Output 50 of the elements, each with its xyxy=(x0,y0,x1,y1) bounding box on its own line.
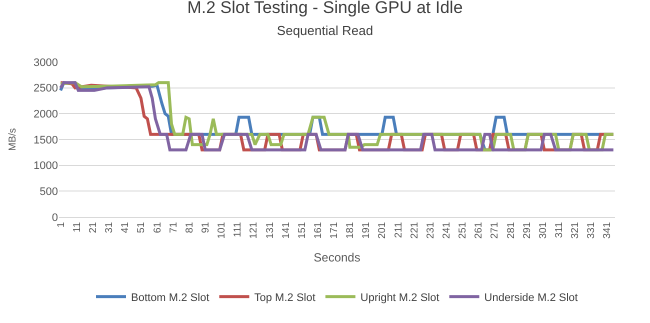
x-tick-label: 201 xyxy=(377,222,388,239)
x-tick-label: 311 xyxy=(554,222,566,238)
x-tick-label: 261 xyxy=(474,222,485,239)
y-tick-label: 2500 xyxy=(34,82,58,95)
legend-label: Bottom M.2 Slot xyxy=(131,292,210,304)
x-tick-label: 181 xyxy=(345,222,356,239)
x-tick-label: 1 xyxy=(56,222,67,228)
x-tick-label: 231 xyxy=(425,222,436,239)
x-tick-label: 161 xyxy=(312,222,324,239)
x-tick-label: 171 xyxy=(329,222,340,239)
x-tick-label: 41 xyxy=(120,222,132,234)
y-tick-label: 1500 xyxy=(34,134,58,146)
x-tick-label: 71 xyxy=(168,222,180,234)
x-tick-label: 191 xyxy=(361,222,372,239)
y-tick-label: 500 xyxy=(40,186,58,198)
x-tick-label: 131 xyxy=(264,222,276,239)
x-tick-label: 91 xyxy=(200,222,212,234)
x-tick-label: 211 xyxy=(393,222,404,238)
chart-subtitle: Sequential Read xyxy=(276,23,374,38)
x-tick-label: 81 xyxy=(184,222,196,234)
x-tick-label: 251 xyxy=(458,222,469,239)
x-tick-label: 51 xyxy=(136,222,148,234)
x-tick-label: 331 xyxy=(586,222,598,239)
x-tick-label: 111 xyxy=(232,222,244,238)
x-tick-label: 121 xyxy=(248,222,260,239)
legend-label: Upright M.2 Slot xyxy=(360,292,440,304)
x-tick-label: 141 xyxy=(280,222,292,239)
y-tick-label: 2000 xyxy=(34,108,58,121)
chart-title: M.2 Slot Testing - Single GPU at Idle xyxy=(187,0,463,17)
x-tick-label: 61 xyxy=(152,222,164,234)
legend-label: Underside M.2 Slot xyxy=(484,292,578,304)
x-tick-label: 321 xyxy=(570,222,582,239)
x-tick-label: 151 xyxy=(296,222,308,239)
y-tick-label: 1000 xyxy=(34,160,58,172)
x-tick-label: 31 xyxy=(104,222,116,234)
x-tick-label: 291 xyxy=(522,222,533,239)
y-tick-label: 0 xyxy=(52,212,58,224)
legend-label: Top M.2 Slot xyxy=(254,292,316,304)
x-tick-label: 241 xyxy=(442,222,453,239)
x-tick-label: 21 xyxy=(88,222,99,234)
y-tick-label: 3000 xyxy=(34,56,58,69)
x-tick-label: 301 xyxy=(538,222,549,239)
x-tick-label: 271 xyxy=(490,222,501,239)
y-axis-title: MB/s xyxy=(8,128,19,151)
x-tick-label: 281 xyxy=(506,222,517,239)
x-tick-label: 11 xyxy=(72,222,83,232)
x-tick-label: 341 xyxy=(602,222,614,239)
x-tick-label: 101 xyxy=(216,222,228,239)
x-tick-label: 221 xyxy=(409,222,420,239)
x-axis-title: Seconds xyxy=(314,250,360,265)
